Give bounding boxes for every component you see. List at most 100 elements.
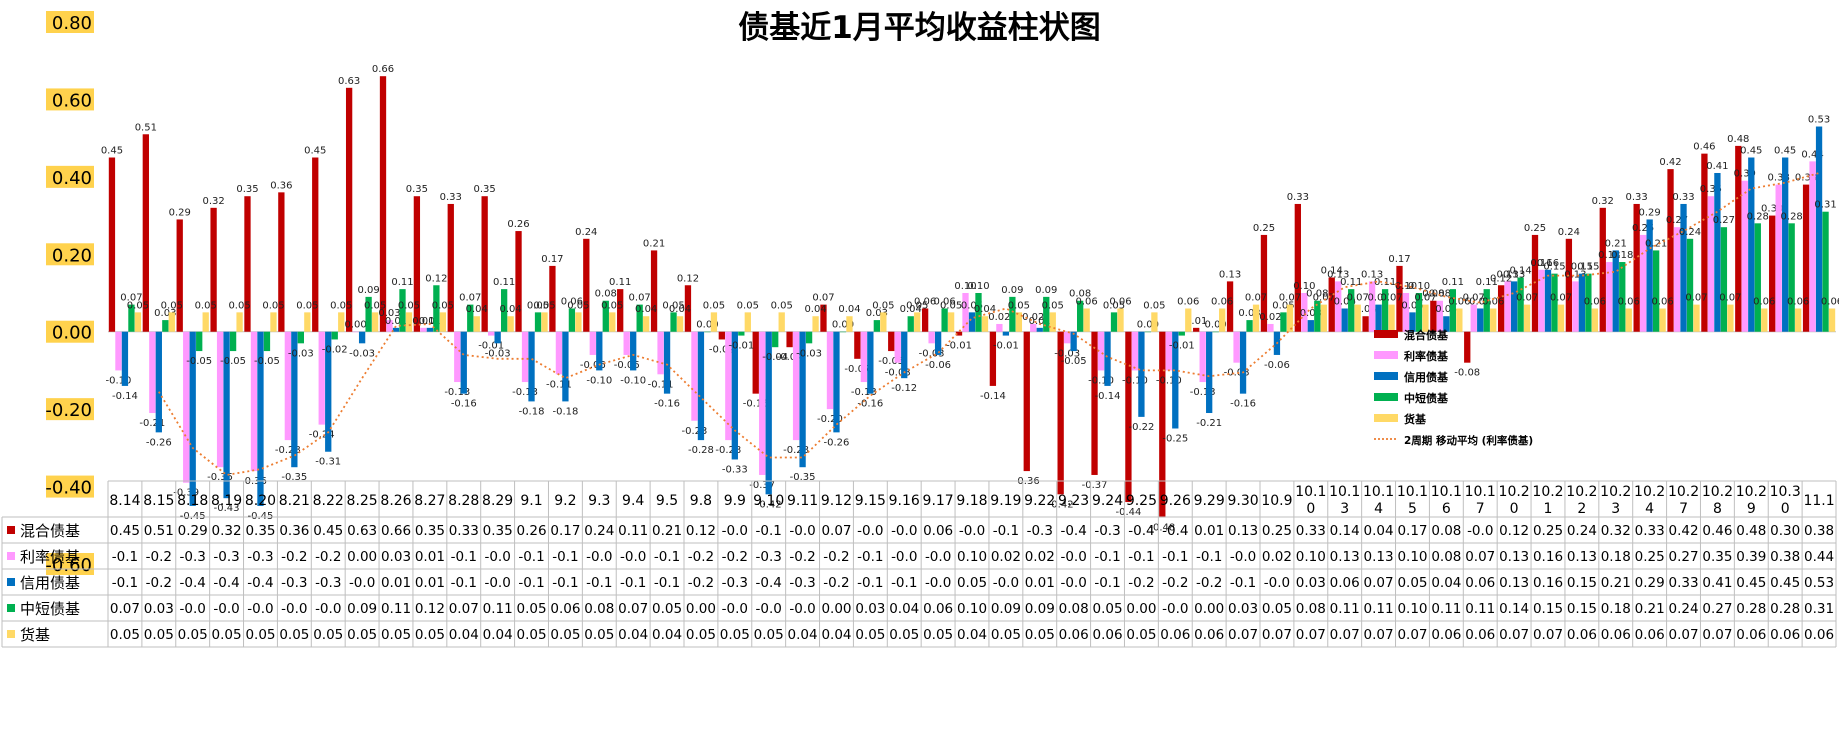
bar bbox=[202, 312, 209, 332]
table-cell: -0.3 bbox=[756, 549, 782, 565]
data-label: 0.08 bbox=[1306, 289, 1328, 300]
bar bbox=[1693, 304, 1700, 332]
table-cell: 0.01 bbox=[1025, 575, 1055, 591]
bar bbox=[1464, 331, 1471, 363]
data-label: 0.07 bbox=[1550, 293, 1572, 304]
data-label: -0.05 bbox=[878, 356, 904, 367]
data-label: 0.05 bbox=[1272, 300, 1294, 311]
data-label: 0.02 bbox=[1022, 312, 1044, 323]
table-cell: 0.35 bbox=[1702, 549, 1732, 565]
data-label: 0.09 bbox=[357, 285, 379, 296]
data-label: -0.12 bbox=[891, 383, 917, 394]
category-label: 10.2 bbox=[1532, 484, 1563, 500]
data-label: -0.21 bbox=[1196, 418, 1222, 429]
table-cell: -0.0 bbox=[281, 601, 307, 617]
table-cell: 0.05 bbox=[923, 627, 953, 643]
bar bbox=[873, 320, 880, 332]
bar bbox=[1483, 289, 1490, 332]
table-cell: 0.01 bbox=[381, 575, 411, 591]
table-cell: -0.3 bbox=[213, 549, 239, 565]
category-label: 8.28 bbox=[448, 493, 479, 509]
bar bbox=[1064, 331, 1071, 344]
data-label: -0.36 bbox=[1014, 476, 1040, 487]
y-tick-label: -0.40 bbox=[45, 478, 92, 499]
data-label: -0.35 bbox=[281, 472, 307, 483]
data-label: 0.06 bbox=[1211, 296, 1233, 307]
data-label: 0.06 bbox=[914, 296, 936, 307]
data-label: -0.24 bbox=[309, 430, 335, 441]
bar bbox=[244, 196, 251, 332]
data-label: 0.12 bbox=[677, 273, 699, 284]
bar bbox=[1585, 273, 1592, 332]
data-label: 0.44 bbox=[1801, 149, 1823, 160]
y-tick-highlight bbox=[46, 320, 94, 343]
table-cell: 0.07 bbox=[1668, 627, 1698, 643]
table-cell: -0.0 bbox=[1162, 601, 1188, 617]
bar bbox=[1409, 312, 1416, 332]
data-label: -0.20 bbox=[817, 414, 843, 425]
data-label: 0.04 bbox=[466, 304, 488, 315]
data-label: 0.07 bbox=[120, 293, 142, 304]
table-cell: 0.35 bbox=[483, 523, 513, 539]
bar bbox=[778, 312, 785, 332]
bar bbox=[1362, 316, 1369, 332]
bar bbox=[1727, 304, 1734, 332]
category-label: 9.24 bbox=[1092, 493, 1123, 509]
data-label: 0.06 bbox=[1448, 296, 1470, 307]
data-label: 0.13 bbox=[1361, 269, 1383, 280]
y-tick-label: 0.20 bbox=[52, 245, 92, 266]
data-label: 0.51 bbox=[135, 122, 157, 133]
table-cell: -0.1 bbox=[1196, 549, 1222, 565]
bar bbox=[765, 331, 772, 495]
category-label: 10.3 bbox=[1770, 484, 1801, 500]
bar bbox=[454, 331, 461, 383]
data-label: 0.08 bbox=[1422, 289, 1444, 300]
bar bbox=[278, 192, 285, 332]
bar bbox=[1659, 308, 1666, 332]
category-label: 10.1 bbox=[1431, 484, 1462, 500]
bar bbox=[1057, 331, 1064, 495]
bar bbox=[1430, 300, 1437, 332]
table-cell: 0.06 bbox=[550, 601, 580, 617]
data-label: 0.05 bbox=[527, 300, 549, 311]
bar bbox=[325, 331, 332, 452]
bar bbox=[1226, 281, 1234, 332]
data-label: -0.08 bbox=[1454, 368, 1480, 379]
data-label: -0.03 bbox=[288, 348, 314, 359]
data-label: -0.06 bbox=[1264, 360, 1290, 371]
table-cell: 0.02 bbox=[1025, 549, 1055, 565]
table-cell: 0.07 bbox=[449, 601, 479, 617]
table-cell: 0.05 bbox=[720, 627, 750, 643]
data-label: 0.38 bbox=[1768, 173, 1790, 184]
bar bbox=[1328, 277, 1335, 332]
data-label: 0.07 bbox=[1313, 293, 1335, 304]
bar bbox=[562, 331, 569, 402]
category-label: 4 bbox=[1374, 501, 1383, 517]
bar bbox=[617, 289, 624, 332]
bar bbox=[270, 312, 277, 332]
data-label: 0.06 bbox=[1482, 296, 1504, 307]
table-cell: 0.07 bbox=[1397, 627, 1427, 643]
data-label: 0.01 bbox=[1185, 316, 1207, 327]
data-label: 0.33 bbox=[1626, 192, 1648, 203]
data-label: 0.32 bbox=[1592, 196, 1614, 207]
table-cell: 0.10 bbox=[1397, 601, 1427, 617]
table-cell: 0.51 bbox=[144, 523, 174, 539]
bar bbox=[1199, 331, 1206, 383]
table-cell: 0.00 bbox=[1126, 601, 1156, 617]
data-label: -0.01 bbox=[728, 341, 754, 352]
data-label: 0.11 bbox=[391, 277, 413, 288]
data-label: 0.10 bbox=[1408, 281, 1430, 292]
bar bbox=[460, 331, 467, 394]
bar bbox=[1449, 289, 1456, 332]
category-label: 10.2 bbox=[1600, 484, 1631, 500]
data-label: -0.10 bbox=[586, 375, 612, 386]
table-cell: -0.0 bbox=[925, 549, 951, 565]
bar bbox=[1748, 157, 1755, 332]
bar bbox=[880, 312, 887, 332]
data-label: 0.24 bbox=[575, 227, 597, 238]
table-cell: 0.27 bbox=[1702, 601, 1732, 617]
table-cell: 0.06 bbox=[1059, 627, 1089, 643]
row-label: 信用债基 bbox=[20, 574, 80, 592]
bar bbox=[710, 312, 718, 332]
